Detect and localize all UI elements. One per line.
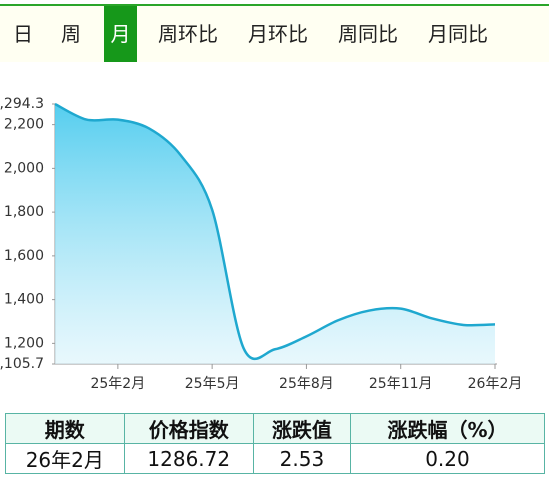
y-tick-label: 2,200 bbox=[4, 117, 44, 133]
table-row: 26年2月 1286.72 2.53 0.20 bbox=[5, 443, 546, 474]
table-header-cell: 涨跌幅（%） bbox=[349, 413, 546, 444]
tab[interactable]: 月同比 bbox=[428, 22, 488, 46]
y-tick-label: 1,600 bbox=[4, 248, 44, 264]
tab[interactable]: 月环比 bbox=[248, 22, 308, 46]
tab[interactable]: 月 bbox=[104, 6, 137, 62]
x-tick-label: 25年5月 bbox=[185, 376, 240, 392]
y-tick-label: 1,200 bbox=[4, 335, 44, 351]
x-tick-label: 26年2月 bbox=[468, 376, 523, 392]
tab[interactable]: 周环比 bbox=[158, 22, 218, 46]
table-cell: 1286.72 bbox=[123, 443, 254, 474]
line bbox=[54, 102, 496, 361]
x-tick-label: 25年11月 bbox=[369, 376, 433, 392]
y-tick-label: 1,105.7 bbox=[0, 356, 44, 372]
y-tick-label: 2,000 bbox=[4, 160, 44, 176]
table-header-cell: 价格指数 bbox=[123, 413, 254, 444]
y-tick-label: 1,400 bbox=[4, 292, 44, 308]
data-table: 期数 价格指数 涨跌值 涨跌幅（%） 26年2月 1286.72 2.53 0.20 bbox=[5, 413, 546, 474]
table-header-row: 期数 价格指数 涨跌值 涨跌幅（%） bbox=[5, 413, 546, 444]
table-header-cell: 期数 bbox=[5, 413, 125, 444]
tab-bar: 日 周月周环比 月环比 周同比 月同比 bbox=[0, 4, 549, 62]
tab[interactable]: 日 bbox=[13, 22, 33, 46]
table-cell: 0.20 bbox=[349, 443, 546, 474]
table-header-cell: 涨跌值 bbox=[252, 413, 351, 444]
table-cell: 26年2月 bbox=[5, 443, 125, 474]
tab[interactable]: 周同比 bbox=[338, 22, 398, 46]
y-tick-label: 2,294.3 bbox=[0, 96, 44, 112]
tab[interactable]: 周 bbox=[61, 22, 81, 46]
area bbox=[55, 104, 495, 364]
table-cell: 2.53 bbox=[252, 443, 351, 474]
chart: 1,105.7 1,200 1,400 1,600 1,800 2,000 2,200 2,2… bbox=[0, 96, 523, 392]
x-tick-label: 25年8月 bbox=[279, 376, 334, 392]
y-tick-label: 1,800 bbox=[4, 204, 44, 220]
x-tick-label: 25年2月 bbox=[90, 376, 145, 392]
